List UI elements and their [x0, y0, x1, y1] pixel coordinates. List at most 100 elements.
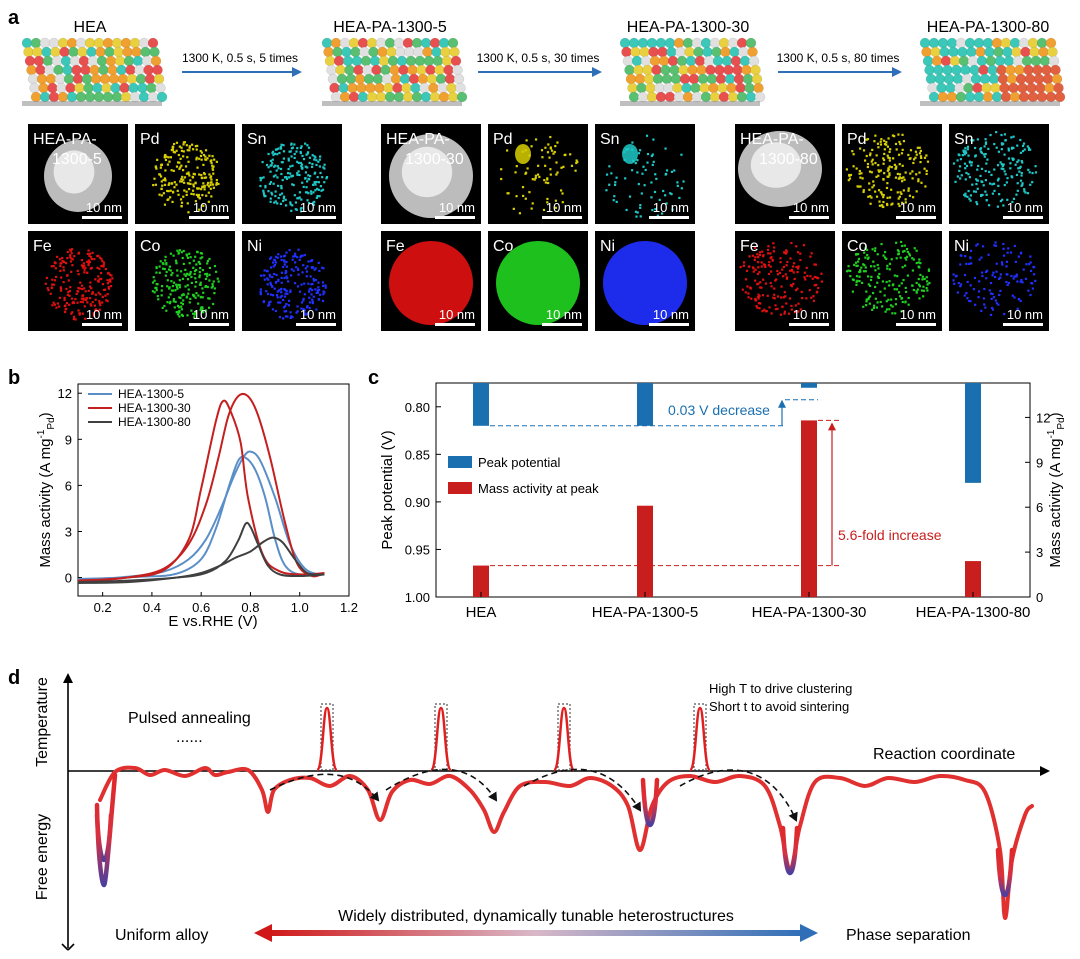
atom [150, 55, 162, 67]
signal-dot [151, 281, 155, 284]
signal-dot [295, 311, 298, 314]
atom [80, 64, 91, 76]
signal-dot [210, 181, 213, 184]
signal-dot [262, 176, 265, 179]
signal-dot [296, 310, 299, 313]
signal-dot [888, 172, 891, 175]
signal-dot [158, 265, 161, 268]
signal-dot [195, 291, 198, 295]
signal-dot [1019, 252, 1023, 255]
signal-dot [272, 153, 275, 157]
signal-dot [973, 146, 977, 150]
signal-dot [643, 184, 646, 187]
signal-dot [185, 273, 189, 276]
atom [646, 37, 658, 49]
signal-dot [812, 295, 815, 298]
atom [432, 55, 444, 67]
signal-dot [880, 138, 883, 141]
signal-dot [87, 261, 90, 264]
signal-dot [95, 309, 99, 312]
signal-dot [189, 297, 192, 300]
atom [634, 73, 646, 85]
signal-dot [847, 269, 850, 272]
map-label: HEA-PA-1300-5 [33, 131, 102, 168]
signal-dot [774, 279, 777, 282]
atom [747, 46, 758, 58]
signal-dot [975, 244, 978, 247]
signal-dot [855, 283, 858, 286]
signal-dot [175, 262, 178, 265]
signal-dot [639, 206, 642, 209]
atom [36, 73, 48, 85]
signal-dot [880, 191, 883, 194]
signal-dot [83, 268, 86, 271]
signal-dot [888, 284, 891, 287]
atom [99, 73, 111, 85]
atom [724, 73, 736, 85]
atom [940, 55, 952, 67]
signal-dot [102, 261, 106, 264]
atom [922, 55, 934, 67]
signal-dot [973, 276, 977, 280]
signal-dot [209, 183, 212, 187]
signal-dot [289, 150, 292, 153]
map-label: Pd [493, 131, 513, 148]
scale-bar [789, 323, 829, 326]
signal-dot [176, 287, 179, 290]
signal-dot [926, 280, 929, 283]
atom [143, 64, 154, 76]
signal-dot [193, 272, 196, 276]
signal-dot [64, 310, 67, 314]
atom [102, 91, 114, 103]
signal-dot [984, 138, 987, 141]
signal-dot [652, 138, 655, 141]
atom [68, 46, 79, 58]
signal-dot [925, 154, 928, 157]
signal-dot [175, 165, 179, 168]
atom [979, 73, 991, 85]
atom [326, 64, 337, 76]
scale-bar [542, 323, 582, 326]
atom [1053, 82, 1064, 94]
signal-dot [280, 172, 283, 176]
signal-dot [289, 316, 292, 320]
atom [51, 55, 63, 67]
signal-dot [269, 266, 273, 269]
signal-dot [191, 176, 195, 179]
pulsed-annealing-label: Pulsed annealing [128, 710, 251, 727]
signal-dot [1002, 247, 1005, 250]
atom [622, 55, 634, 67]
signal-dot [72, 301, 76, 305]
signal-dot [901, 148, 904, 151]
signal-dot [311, 266, 315, 269]
signal-dot [300, 164, 303, 168]
signal-dot [814, 263, 818, 266]
scale-bar [1003, 323, 1043, 326]
signal-dot [160, 285, 164, 288]
signal-dot [174, 259, 178, 262]
atom [369, 55, 381, 67]
signal-dot [323, 167, 326, 170]
signal-dot [97, 275, 100, 278]
atom [147, 37, 159, 49]
signal-dot [878, 200, 881, 203]
atom [48, 91, 60, 103]
signal-dot [86, 301, 89, 304]
atom [354, 73, 366, 85]
signal-dot [656, 214, 659, 217]
signal-dot [871, 186, 874, 189]
signal-dot [300, 206, 303, 210]
signal-dot [911, 284, 914, 287]
signal-dot [164, 169, 167, 172]
signal-dot [883, 139, 886, 142]
signal-dot [292, 255, 296, 258]
signal-dot [911, 269, 914, 272]
signal-dot [204, 158, 207, 161]
atom [95, 46, 106, 58]
signal-dot [1031, 287, 1034, 290]
signal-dot [766, 248, 770, 251]
atom [727, 37, 739, 49]
signal-dot [762, 263, 766, 266]
signal-dot [868, 302, 871, 305]
